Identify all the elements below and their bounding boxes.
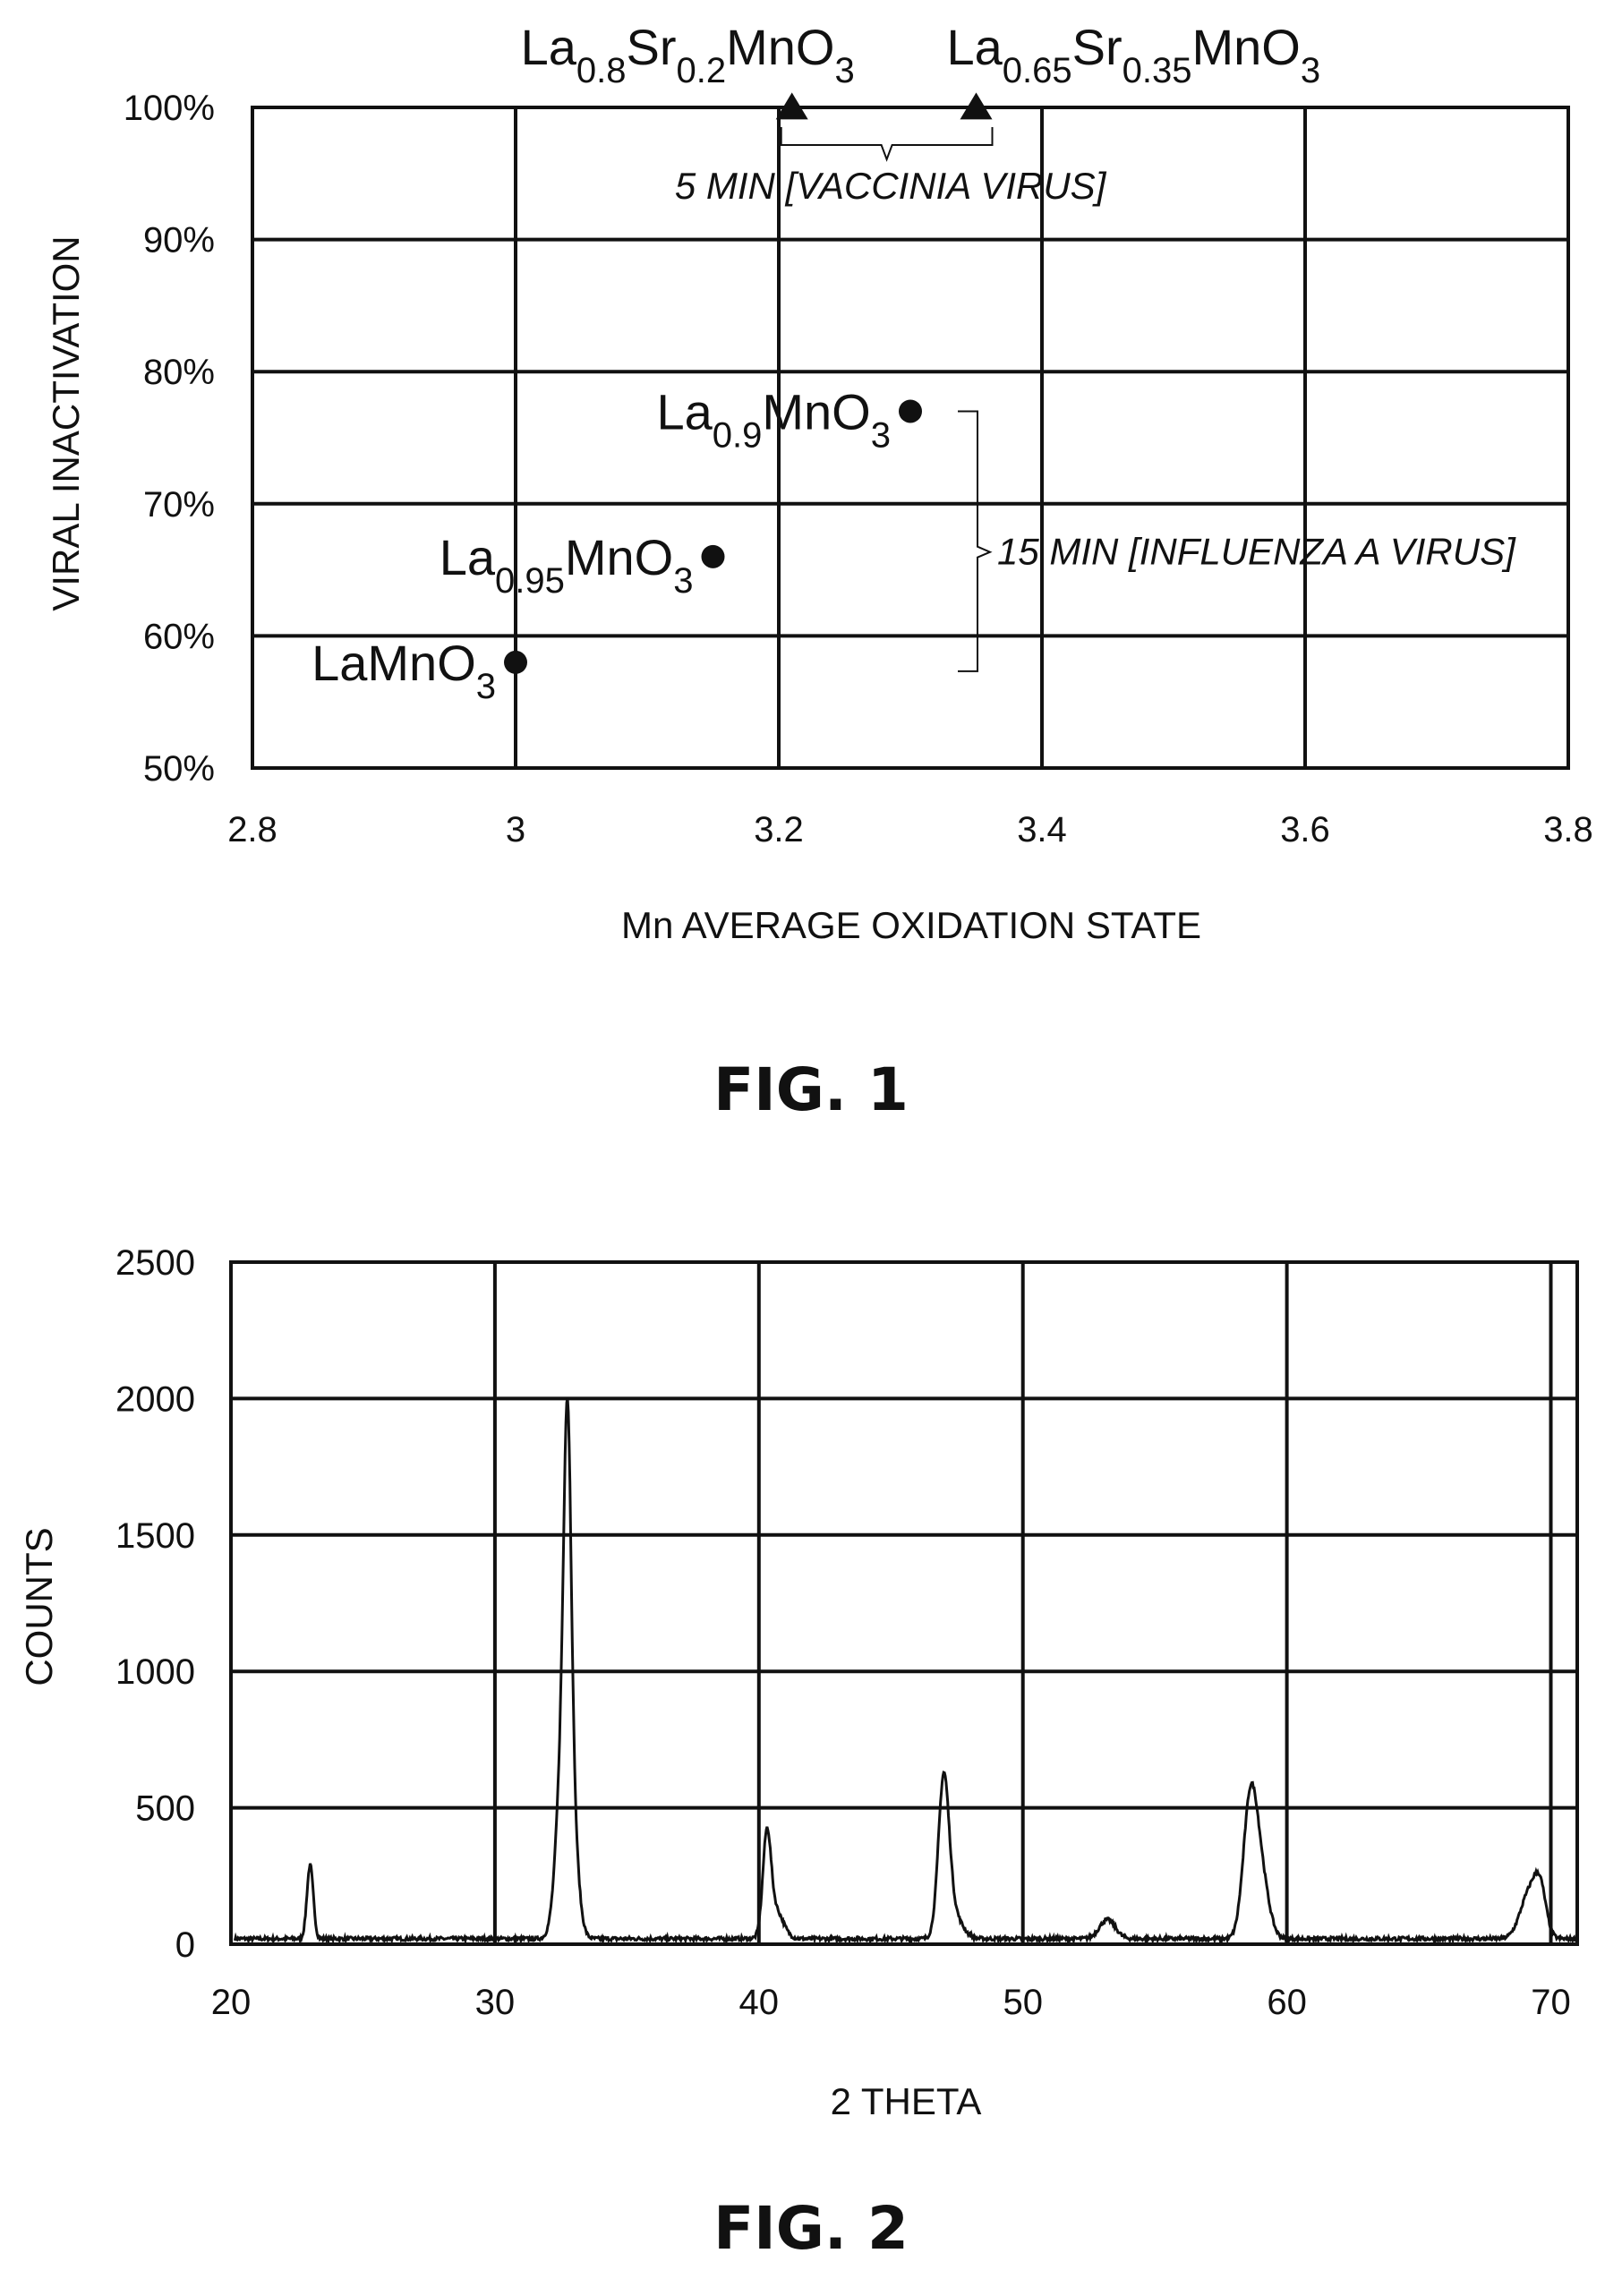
fig1-grid: [252, 107, 1568, 768]
fig2-y-tick-label: 1500: [115, 1516, 195, 1556]
fig1-x-tick-label: 3.8: [1543, 810, 1593, 849]
fig2-chart: 20 30 40 50 60 70 0 500 1000 1500 2000 2500 2 THETA…: [18, 1243, 1579, 2263]
fig1-x-tick-label: 2.8: [227, 810, 277, 849]
fig2-x-axis-label: 2 THETA: [831, 2080, 982, 2122]
fig1-x-tick-label: 3: [506, 810, 525, 849]
fig1-bracket-influenza: [958, 410, 993, 672]
fig1-y-tick-label: 90%: [143, 221, 215, 260]
fig1-tick-labels: 2.8 3 3.2 3.4 3.6 3.8 50% 60% 70% 80% 90% 100%: [124, 89, 1593, 849]
fig1-annotation-vaccinia: 5 MIN [VACCINIA VIRUS]: [675, 165, 1107, 207]
fig2-y-tick-label: 500: [135, 1789, 195, 1829]
fig1-triangle-point: [960, 92, 993, 120]
fig1-y-tick-label: 60%: [143, 617, 215, 656]
fig2-y-tick-label: 0: [175, 1925, 195, 1965]
fig1-circle-point: [701, 544, 725, 568]
fig1-caption: FIG. 1: [713, 1055, 909, 1124]
fig1-x-tick-label: 3.2: [754, 810, 804, 849]
fig1-label-la095mno3: La0.95MnO3: [440, 529, 694, 601]
fig1-label-la065sr035mno3: La0.65Sr0.35MnO3: [947, 19, 1321, 90]
fig2-y-tick-label: 2000: [115, 1379, 195, 1419]
fig2-tick-labels: 20 30 40 50 60 70 0 500 1000 1500 2000 2500: [115, 1243, 1571, 2022]
fig1-y-tick-label: 80%: [143, 353, 215, 392]
figure-2: 20 30 40 50 60 70 0 500 1000 1500 2000 2500 2 THETA…: [0, 1155, 1622, 2292]
fig1-y-tick-label: 70%: [143, 485, 215, 525]
fig2-y-axis-label: COUNTS: [18, 1527, 60, 1686]
fig1-annotation-influenza: 15 MIN [INFLUENZA A VIRUS]: [997, 531, 1516, 573]
fig1-y-tick-label: 100%: [124, 89, 215, 128]
fig2-y-tick-label: 2500: [115, 1243, 195, 1283]
fig1-annotations: 5 MIN [VACCINIA VIRUS] 15 MIN [INFLUENZA …: [675, 127, 1516, 672]
fig1-x-tick-label: 3.4: [1017, 810, 1067, 849]
fig2-grid: [231, 1262, 1577, 1944]
fig1-plot-frame: [251, 106, 1570, 770]
figure-1: 2.8 3 3.2 3.4 3.6 3.8 50% 60% 70% 80% 90% 100% Mn A…: [45, 19, 1593, 1124]
fig1-triangle-point: [775, 92, 808, 120]
fig1-x-axis-label: Mn AVERAGE OXIDATION STATE: [621, 904, 1201, 946]
fig1-label-la09mno3: La0.9MnO3: [656, 383, 891, 455]
fig1-chart: 2.8 3 3.2 3.4 3.6 3.8 50% 60% 70% 80% 90% 100% Mn A…: [45, 19, 1593, 1124]
fig1-bracket-vaccinia: [780, 127, 994, 162]
fig1-circle-point: [504, 650, 527, 674]
fig1-circle-point: [899, 399, 922, 423]
fig1-x-tick-label: 3.6: [1280, 810, 1330, 849]
fig1-label-lamno3: LaMnO3: [312, 635, 496, 706]
fig1-y-axis-label: VIRAL INACTIVATION: [45, 235, 87, 610]
fig2-x-tick-label: 30: [475, 1983, 516, 2022]
fig1-data-points: La0.8Sr0.2MnO3 La0.65Sr0.35MnO3 La0.9MnO3 L…: [312, 19, 1320, 706]
fig2-plot-frame: [229, 1260, 1579, 1946]
fig2-x-tick-label: 60: [1267, 1983, 1307, 2022]
fig2-caption: FIG. 2: [713, 2194, 909, 2263]
xrd-pattern-line: [233, 1397, 1576, 1946]
fig2-x-tick-label: 40: [739, 1983, 780, 2022]
fig1-y-tick-label: 50%: [143, 749, 215, 789]
fig2-y-tick-label: 1000: [115, 1652, 195, 1692]
fig2-x-tick-label: 20: [211, 1983, 252, 2022]
fig2-x-tick-label: 50: [1003, 1983, 1043, 2022]
fig2-x-tick-label: 70: [1531, 1983, 1571, 2022]
fig1-label-la08sr02mno3: La0.8Sr0.2MnO3: [521, 19, 855, 90]
